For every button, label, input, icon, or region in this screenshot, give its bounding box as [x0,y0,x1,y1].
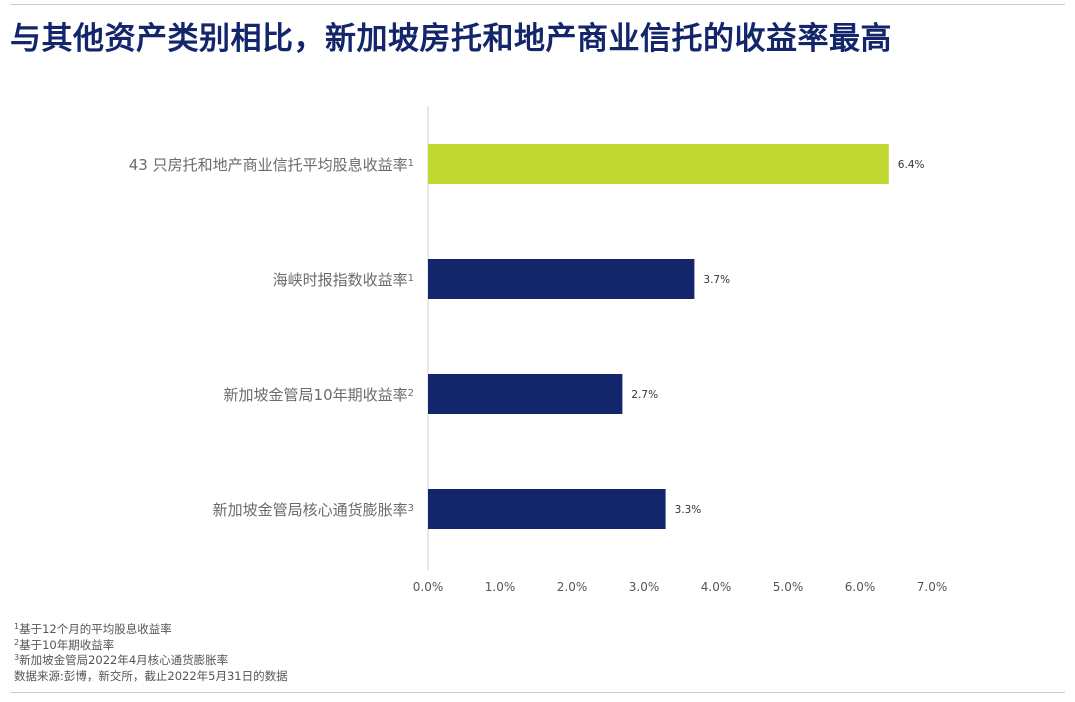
category-label-1: 43 只房托和地产商业信托平均股息收益率1 [129,156,414,174]
footnotes: 1基于12个月的平均股息收益率 2基于10年期收益率 3新加坡金管局2022年4… [14,622,288,684]
value-label-1: 6.4% [898,159,925,171]
value-label-3: 2.7% [631,389,658,401]
x-tick-label-2: 2.0% [557,580,588,594]
bar-2 [428,259,695,299]
footnote-1-marker: 1 [14,622,20,631]
footnote-3: 3新加坡金管局2022年4月核心通货膨胀率 [14,653,288,669]
category-label-3: 新加坡金管局10年期收益率2 [224,386,414,404]
x-tick-label-0: 0.0% [413,580,444,594]
value-label-4: 3.3% [675,504,702,516]
footnote-3-marker: 3 [14,653,20,662]
footnote-1: 1基于12个月的平均股息收益率 [14,622,288,638]
value-label-2: 3.7% [703,274,730,286]
footnote-3-text: 新加坡金管局2022年4月核心通货膨胀率 [19,653,229,667]
footnote-2: 2基于10年期收益率 [14,638,288,654]
footnote-1-text: 基于12个月的平均股息收益率 [19,622,172,636]
bar-3 [428,374,623,414]
x-tick-label-3: 3.0% [629,580,660,594]
bar-chart: 6.4% 43 只房托和地产商业信托平均股息收益率1 3.7% 海峡时报指数收益率1 2… [129,106,948,594]
data-source-note: 数据来源:彭博，新交所，截止2022年5月31日的数据 [14,669,288,685]
x-tick-label-4: 4.0% [701,580,732,594]
x-tick-label-7: 7.0% [917,580,948,594]
data-source-text: 数据来源:彭博，新交所，截止2022年5月31日的数据 [14,668,288,683]
x-tick-label-5: 5.0% [773,580,804,594]
footnote-2-text: 基于10年期收益率 [19,637,115,652]
bar-4 [428,489,666,529]
category-label-2: 海峡时报指数收益率1 [273,271,414,289]
x-tick-label-6: 6.0% [845,580,876,594]
top-divider [10,4,1065,5]
x-tick-label-1: 1.0% [485,580,516,594]
footnote-2-marker: 2 [14,637,20,647]
bar-1 [428,144,889,184]
category-label-4: 新加坡金管局核心通货膨胀率3 [213,501,414,519]
bottom-divider [10,692,1065,693]
page-title: 与其他资产类别相比，新加坡房托和地产商业信托的收益率最高 [10,21,892,57]
